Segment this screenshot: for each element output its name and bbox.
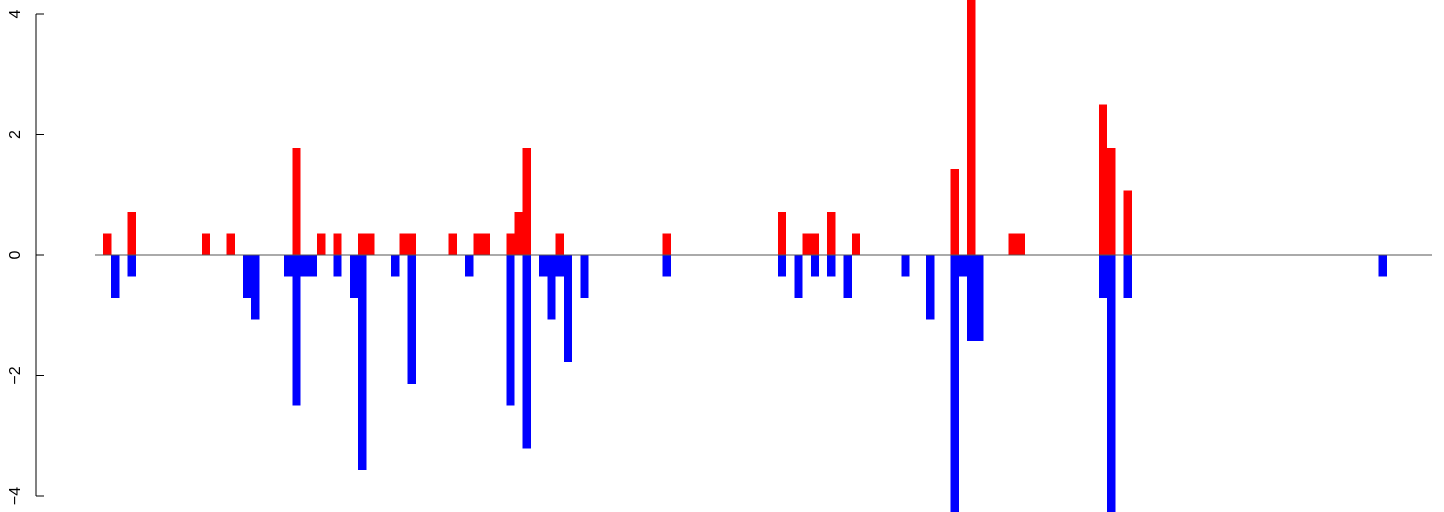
negative-bar-14	[506, 255, 515, 406]
negative-bar-15	[522, 255, 532, 449]
positive-bar-6	[333, 233, 342, 255]
negative-bar-36	[1378, 255, 1387, 277]
y-axis: −4 −2 0 2 4	[7, 9, 44, 505]
y-tick-label-0: −4	[7, 487, 24, 505]
positive-bar-4	[292, 147, 301, 255]
positive-bar-24	[950, 168, 959, 255]
positive-bar-25	[967, 0, 976, 256]
positive-bar-23	[851, 233, 861, 255]
positive-bar-18	[662, 233, 671, 255]
y-tick-label-2: 0	[7, 250, 24, 259]
positive-bar-20	[802, 233, 811, 255]
negative-bar-25	[827, 255, 836, 277]
negative-bar-11	[391, 255, 400, 277]
positive-bar-2	[201, 233, 211, 255]
positive-bar-12	[473, 233, 482, 255]
negative-bar-24	[810, 255, 820, 277]
positive-bar-30	[1123, 190, 1132, 255]
positive-bar-1	[127, 212, 136, 255]
negative-bar-0	[111, 255, 120, 298]
negative-bar-1	[127, 255, 136, 277]
negative-bar-32	[975, 255, 984, 342]
negative-bar-34	[1107, 255, 1116, 512]
negative-bar-7	[308, 255, 318, 277]
negative-bar-17	[547, 255, 556, 320]
negative-bar-2	[242, 255, 252, 298]
negative-bar-33	[1098, 255, 1108, 298]
positive-bar-26	[1008, 233, 1017, 255]
positive-bar-7	[358, 233, 367, 255]
positive-bar-14	[506, 233, 515, 255]
negative-bar-19	[563, 255, 573, 363]
negative-bar-35	[1123, 255, 1132, 298]
negative-bar-8	[333, 255, 342, 277]
positive-bar-5	[316, 233, 326, 255]
y-tick-label-1: −2	[7, 366, 24, 384]
negative-bar-31	[967, 255, 976, 342]
negative-bar-20	[580, 255, 589, 298]
positive-bar-13	[481, 233, 490, 255]
negative-bar-22	[777, 255, 787, 277]
positive-bar-15	[514, 212, 523, 255]
negative-bar-29	[950, 255, 959, 512]
positive-bar-9	[399, 233, 408, 255]
negative-bar-26	[843, 255, 852, 298]
positive-bar-0	[103, 233, 112, 255]
positive-bar-16	[522, 147, 532, 255]
negative-bars	[111, 255, 1387, 512]
negative-bar-21	[662, 255, 671, 277]
y-tick-label-4: 4	[7, 9, 24, 18]
negative-bar-12	[407, 255, 416, 384]
positive-bar-10	[407, 233, 416, 255]
y-tick-label-3: 2	[7, 130, 24, 139]
negative-bar-4	[284, 255, 293, 277]
positive-bar-11	[448, 233, 457, 255]
positive-bar-17	[555, 233, 564, 255]
positive-bar-19	[777, 212, 787, 255]
positive-bar-8	[366, 233, 375, 255]
negative-bar-9	[349, 255, 359, 298]
negative-bar-13	[465, 255, 474, 277]
negative-bar-3	[251, 255, 260, 320]
positive-bar-27	[1016, 233, 1025, 255]
negative-bar-10	[358, 255, 367, 471]
positive-bar-22	[827, 212, 836, 255]
negative-bar-18	[555, 255, 564, 277]
positive-bar-28	[1098, 104, 1108, 255]
positive-bar-3	[226, 233, 235, 255]
positive-bar-21	[810, 233, 820, 255]
negative-bar-27	[901, 255, 910, 277]
negative-bar-28	[926, 255, 935, 320]
negative-bar-16	[539, 255, 548, 277]
negative-bar-6	[300, 255, 309, 277]
positive-bars	[103, 0, 1132, 256]
positive-bar-29	[1107, 147, 1116, 255]
negative-bar-23	[794, 255, 803, 298]
negative-bar-5	[292, 255, 301, 406]
negative-bar-30	[958, 255, 968, 277]
